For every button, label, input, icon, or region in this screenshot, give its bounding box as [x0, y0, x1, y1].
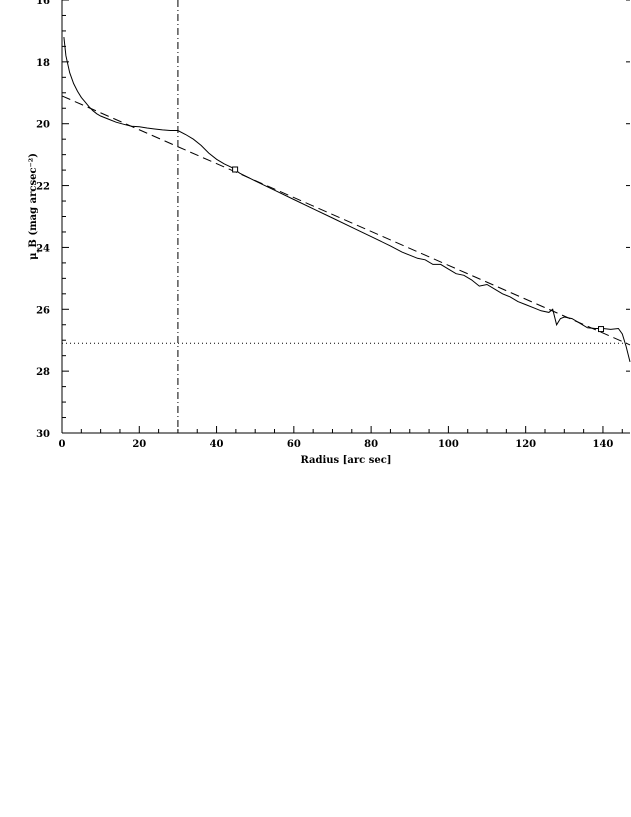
y-tick-label: 20	[36, 120, 50, 131]
y-tick-label: 28	[36, 367, 50, 378]
fit-line	[61, 95, 631, 346]
x-tick-label: 40	[210, 439, 224, 450]
x-tick-label: 60	[287, 439, 301, 450]
x-axis: 0 20 40 60 80 100 120 140	[59, 426, 623, 450]
x-tick-label: 0	[59, 439, 66, 450]
x-tick-label: 140	[593, 439, 614, 450]
x-tick-label: 120	[515, 439, 536, 450]
y-axis: 16 18 20 22 24 26 28 30	[36, 0, 630, 440]
y-tick-label: 16	[36, 0, 50, 7]
plot-frame	[61, 0, 630, 434]
y-tick-label: 22	[36, 182, 50, 193]
square-marker	[232, 166, 239, 173]
marker-layer	[232, 166, 605, 333]
series-layer	[61, 37, 631, 363]
y-axis-title: μ_B (mag arcsec⁻²)	[28, 153, 39, 260]
x-tick-label: 80	[364, 439, 378, 450]
y-tick-label: 30	[36, 429, 50, 440]
y-tick-label: 24	[36, 243, 50, 254]
reference-lines	[62, 0, 630, 433]
x-tick-label: 100	[438, 439, 459, 450]
y-tick-label: 18	[36, 58, 50, 69]
x-axis-title: Radius [arc sec]	[300, 455, 391, 466]
x-tick-label: 20	[132, 439, 146, 450]
y-tick-label: 26	[36, 305, 50, 316]
profile-line	[63, 37, 631, 363]
square-marker	[598, 326, 605, 333]
